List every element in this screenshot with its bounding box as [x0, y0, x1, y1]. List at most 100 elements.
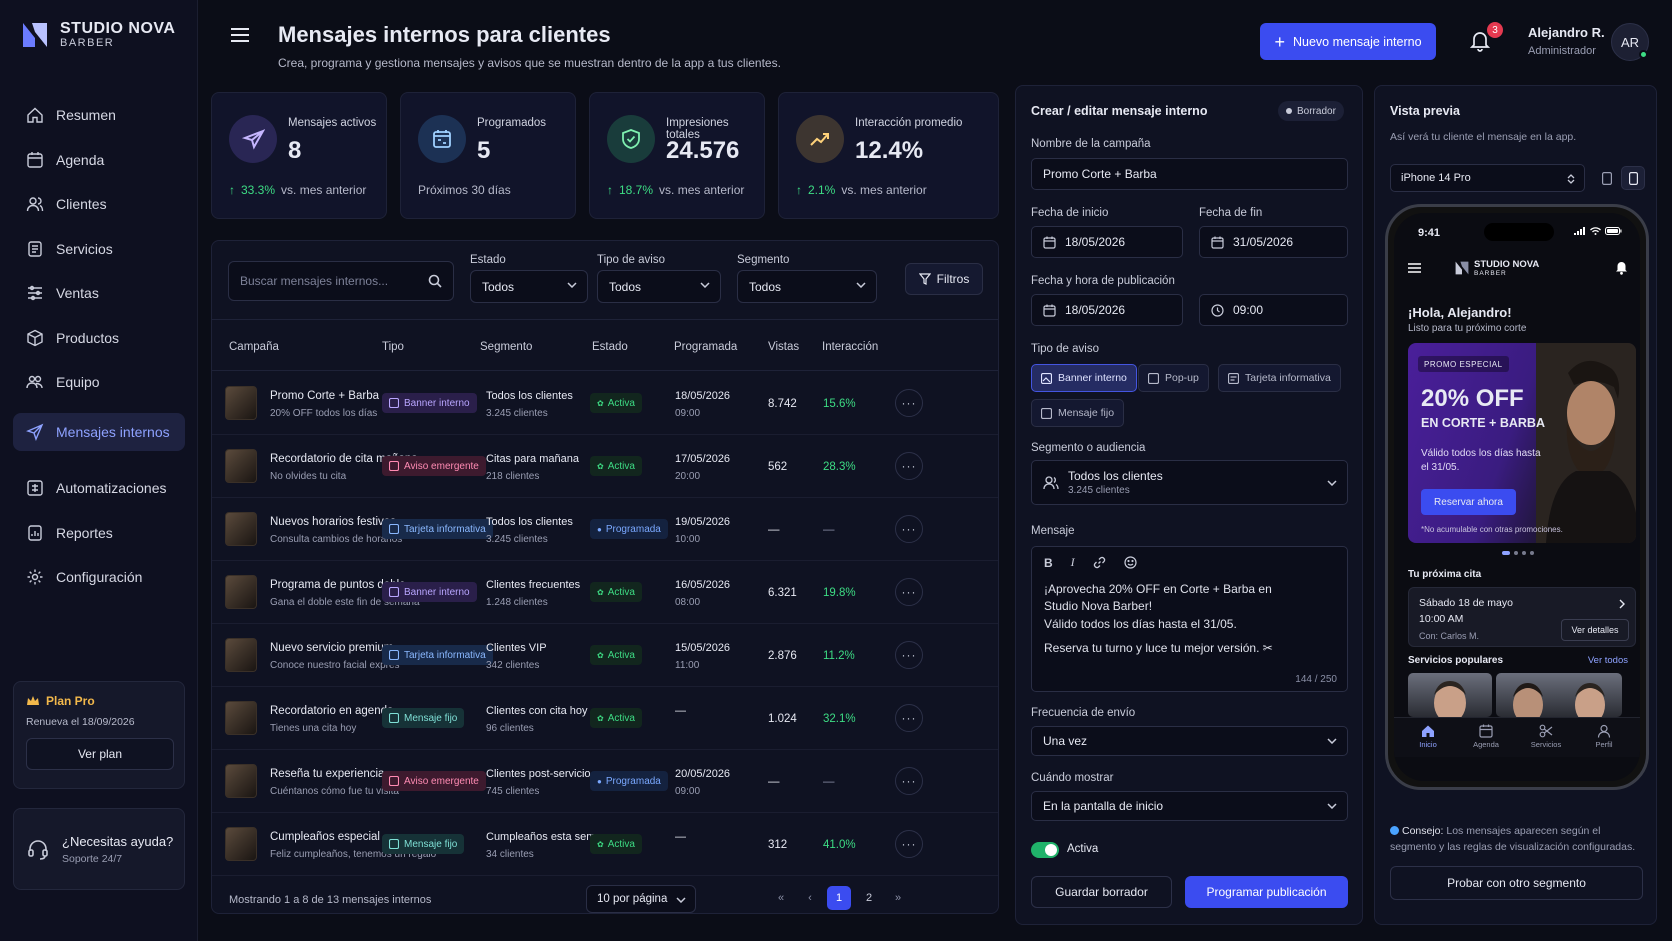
column-header[interactable]: Estado: [592, 341, 628, 353]
sidebar-item-resumen[interactable]: Resumen: [13, 96, 185, 134]
device-select[interactable]: iPhone 14 Pro: [1390, 164, 1585, 192]
sidebar-item-productos[interactable]: Productos: [13, 319, 185, 357]
table-row[interactable]: Reseña tu experiencia Cuéntanos cómo fue …: [212, 750, 998, 813]
column-header[interactable]: Vistas: [768, 341, 800, 353]
table-row[interactable]: Promo Corte + Barba 20% OFF todos los día…: [212, 372, 998, 435]
help-card[interactable]: ¿Necesitas ayuda? Soporte 24/7: [13, 808, 185, 890]
sidebar-item-agenda[interactable]: Agenda: [13, 141, 185, 179]
phone-view-icon[interactable]: [1621, 166, 1645, 190]
type-fixed-button[interactable]: Mensaje fijo: [1031, 399, 1125, 427]
table-row[interactable]: Nuevo servicio premium Conoce nuestro fac…: [212, 624, 998, 687]
when-select[interactable]: En la pantalla de inicio: [1031, 791, 1348, 821]
next-appointment-card[interactable]: Sábado 18 de mayo 10:00 AM Con: Carlos M…: [1408, 587, 1636, 647]
segmento-filter-select[interactable]: Todos: [737, 270, 877, 303]
last-page-button[interactable]: »: [894, 892, 902, 904]
table-row[interactable]: Recordatorio en agenda Tienes una cita ho…: [212, 687, 998, 750]
sidebar-item-configuración[interactable]: Configuración: [13, 558, 185, 596]
row-actions-button[interactable]: ···: [895, 830, 923, 858]
row-actions-button[interactable]: ···: [895, 767, 923, 795]
estado-filter-select[interactable]: Todos: [470, 270, 588, 303]
row-actions-button[interactable]: ···: [895, 515, 923, 543]
column-header[interactable]: Programada: [674, 341, 738, 353]
column-header[interactable]: Campaña: [229, 341, 279, 353]
sidebar-item-reportes[interactable]: Reportes: [13, 514, 185, 552]
start-date-input[interactable]: 18/05/2026: [1031, 226, 1183, 258]
sidebar-item-ventas[interactable]: Ventas: [13, 274, 185, 312]
active-toggle[interactable]: [1031, 842, 1059, 858]
carousel-dots[interactable]: [1502, 551, 1534, 555]
brand[interactable]: STUDIO NOVA BARBER: [20, 20, 175, 50]
campaign-name-input[interactable]: Promo Corte + Barba: [1031, 158, 1348, 190]
new-message-button[interactable]: + Nuevo mensaje interno: [1260, 23, 1436, 60]
page-2-button[interactable]: 2: [865, 892, 873, 904]
view-plan-button[interactable]: Ver plan: [26, 738, 174, 770]
sidebar-item-servicios[interactable]: Servicios: [13, 230, 185, 268]
tab-servicios[interactable]: Servicios: [1516, 724, 1576, 749]
italic-icon[interactable]: I: [1070, 555, 1075, 569]
publish-time-input[interactable]: 09:00: [1199, 294, 1348, 326]
type-popup-button[interactable]: Pop-up: [1138, 364, 1209, 392]
row-actions-button[interactable]: ···: [895, 578, 923, 606]
filters-button[interactable]: Filtros: [905, 263, 983, 295]
table-row[interactable]: Recordatorio de cita mañana No olvides tu…: [212, 435, 998, 498]
bell-icon[interactable]: [1615, 260, 1628, 275]
table-row[interactable]: Cumpleaños especial Feliz cumpleaños, ten…: [212, 813, 998, 876]
bold-icon[interactable]: B: [1044, 555, 1053, 570]
column-header[interactable]: Segmento: [480, 341, 533, 353]
message-editor[interactable]: B I ¡Aprovecha 20% OFF en Corte + Barba …: [1031, 546, 1348, 692]
calendar-icon: [1211, 236, 1224, 249]
prev-page-button[interactable]: ‹: [808, 892, 812, 904]
type-card-button[interactable]: Tarjeta informativa: [1218, 364, 1341, 392]
publish-date-input[interactable]: 18/05/2026: [1031, 294, 1183, 326]
table-row[interactable]: Nuevos horarios festivos Consulta cambios…: [212, 498, 998, 561]
draft-badge: Borrador: [1278, 101, 1344, 121]
tab-agenda[interactable]: Agenda: [1456, 724, 1516, 749]
tab-inicio[interactable]: Inicio: [1398, 724, 1458, 749]
segment-select[interactable]: Todos los clientes 3.245 clientes: [1031, 460, 1348, 505]
user-name[interactable]: Alejandro R.: [1528, 25, 1605, 40]
promo-banner[interactable]: PROMO ESPECIAL 20% OFF EN CORTE + BARBA …: [1408, 343, 1636, 543]
try-other-segment-button[interactable]: Probar con otro segmento: [1390, 866, 1643, 900]
menu-icon[interactable]: [1408, 263, 1421, 273]
column-header[interactable]: Tipo: [382, 341, 404, 353]
link-icon[interactable]: [1093, 556, 1106, 569]
status-badge-label: Activa: [607, 838, 635, 850]
save-draft-button[interactable]: Guardar borrador: [1031, 876, 1172, 908]
first-page-button[interactable]: «: [777, 892, 785, 904]
page-1-button[interactable]: 1: [827, 886, 851, 910]
row-actions-button[interactable]: ···: [895, 704, 923, 732]
emoji-icon[interactable]: [1124, 556, 1137, 569]
bell-icon[interactable]: [1470, 30, 1490, 52]
promo-book-button[interactable]: Reservar ahora: [1421, 489, 1516, 515]
scheduled-date: —: [675, 831, 686, 843]
scheduled-time: 11:00: [675, 660, 700, 671]
tab-perfil[interactable]: Perfil: [1574, 724, 1634, 749]
sidebar-item-mensajes-internos[interactable]: Mensajes internos: [13, 413, 185, 451]
row-actions-button[interactable]: ···: [895, 389, 923, 417]
search-input[interactable]: Buscar mensajes internos...: [228, 261, 454, 301]
table-row[interactable]: Programa de puntos doble Gana el doble es…: [212, 561, 998, 624]
end-date-input[interactable]: 31/05/2026: [1199, 226, 1348, 258]
type-banner-button[interactable]: Banner interno: [1031, 364, 1137, 392]
sidebar-item-automatizaciones[interactable]: Automatizaciones: [13, 469, 185, 507]
per-page-select[interactable]: 10 por página: [586, 885, 696, 913]
service-image[interactable]: [1496, 673, 1622, 717]
menu-icon[interactable]: [231, 28, 249, 42]
service-image[interactable]: [1408, 673, 1492, 717]
view-all-link[interactable]: Ver todos: [1587, 655, 1628, 666]
campaign-name-label: Nombre de la campaña: [1031, 138, 1151, 150]
column-header[interactable]: Interacción: [822, 341, 879, 353]
status-icon: ✿: [597, 461, 604, 471]
view-details-button[interactable]: Ver detalles: [1561, 619, 1629, 641]
sidebar-item-clientes[interactable]: Clientes: [13, 185, 185, 223]
phone-tab-bar: Inicio Agenda Servicios Perfil: [1394, 717, 1640, 757]
tipo-filter-select[interactable]: Todos: [597, 270, 721, 303]
sidebar-item-equipo[interactable]: Equipo: [13, 363, 185, 401]
frequency-select[interactable]: Una vez: [1031, 726, 1348, 756]
tablet-view-icon[interactable]: [1595, 166, 1619, 190]
promo-subheadline: EN CORTE + BARBA: [1421, 416, 1545, 430]
schedule-publish-button[interactable]: Programar publicación: [1185, 876, 1348, 908]
row-actions-button[interactable]: ···: [895, 452, 923, 480]
row-actions-button[interactable]: ···: [895, 641, 923, 669]
status-badge-label: Activa: [607, 586, 635, 598]
